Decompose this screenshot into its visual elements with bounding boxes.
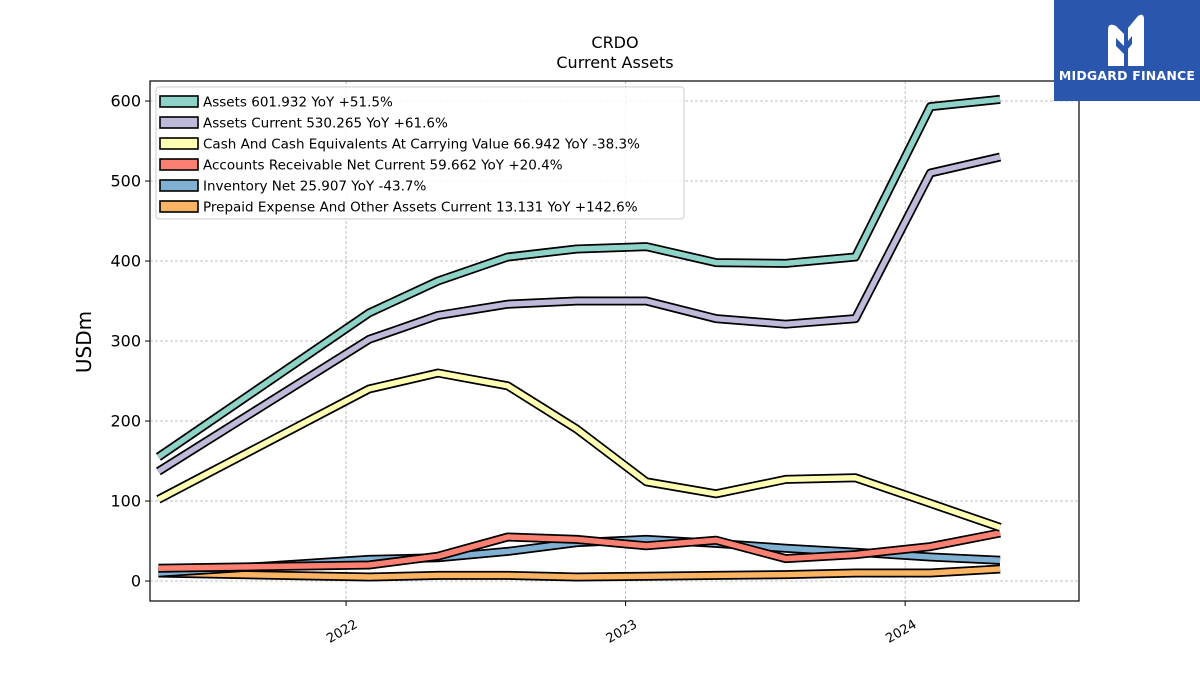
series-line <box>158 566 1001 580</box>
legend-swatch <box>159 158 199 171</box>
series-line <box>156 96 1001 460</box>
series-line <box>157 370 1001 531</box>
x-tick-label: 2022 <box>324 617 360 647</box>
chart-subtitle: Current Assets <box>556 53 673 72</box>
brand-logo: MIDGARD FINANCE <box>1054 0 1200 101</box>
legend-entry: Accounts Receivable Net Current 59.662 Y… <box>203 158 563 174</box>
y-tick-label: 600 <box>110 92 141 111</box>
x-tick-label: 2024 <box>883 617 919 647</box>
legend-swatch <box>159 137 199 150</box>
series-5 <box>158 564 1001 582</box>
legend-swatch <box>159 200 199 213</box>
y-axis-label: USDm <box>72 311 96 373</box>
logo-mark-icon <box>1108 14 1144 67</box>
chart-title: CRDO <box>591 33 638 52</box>
y-tick-label: 200 <box>110 412 141 431</box>
series-0 <box>155 94 1001 461</box>
series-line <box>156 154 1001 474</box>
y-tick-label: 0 <box>131 572 141 591</box>
legend-entry: Assets Current 530.265 YoY +61.6% <box>203 116 448 132</box>
y-tick-label: 100 <box>110 492 141 511</box>
x-tick-label: 2023 <box>604 617 640 647</box>
y-tick-label: 300 <box>110 332 141 351</box>
series-layer <box>155 94 1002 582</box>
series-2 <box>156 368 1002 532</box>
legend-swatch <box>159 116 199 129</box>
legend-box <box>155 86 685 220</box>
legend-swatch <box>159 95 199 108</box>
legend-entry: Cash And Cash Equivalents At Carrying Va… <box>203 137 640 153</box>
legend-entry: Assets 601.932 YoY +51.5% <box>203 95 393 111</box>
legend-entry: Inventory Net 25.907 YoY -43.7% <box>203 179 426 195</box>
series-line <box>158 530 1001 571</box>
legend: Assets 601.932 YoY +51.5% Assets Current … <box>155 86 685 220</box>
y-tick-label: 400 <box>110 252 141 271</box>
y-tick-label: 500 <box>110 172 141 191</box>
legend-entry: Prepaid Expense And Other Assets Current… <box>203 200 638 216</box>
legend-swatch <box>159 179 199 192</box>
series-3 <box>158 528 1001 573</box>
series-1 <box>156 152 1002 476</box>
logo-text: MIDGARD FINANCE <box>1058 68 1196 83</box>
